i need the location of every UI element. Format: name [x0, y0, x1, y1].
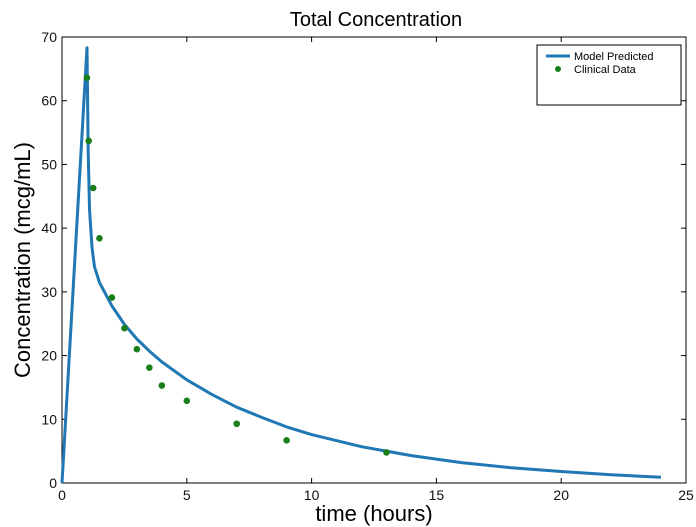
clinical-data-point	[85, 137, 93, 145]
legend: Model Predicted Clinical Data	[536, 44, 682, 106]
clinical-data-point	[108, 294, 116, 301]
x-tick-label: 20	[553, 487, 569, 503]
clinical-data-point	[146, 364, 153, 371]
clinical-data-point	[233, 420, 241, 428]
y-tick-label: 70	[41, 29, 57, 45]
x-tick-label: 0	[58, 487, 66, 503]
x-tick-label: 5	[183, 487, 191, 503]
clinical-data-point	[89, 184, 97, 192]
clinical-data-point	[121, 324, 128, 332]
legend-label-model-predicted: Model Predicted	[574, 51, 654, 63]
x-tick-label: 25	[678, 487, 694, 503]
clinical-data-point	[83, 74, 91, 82]
y-tick-label: 30	[41, 284, 57, 300]
clinical-data-point	[158, 382, 166, 389]
x-tick-label: 10	[304, 487, 320, 503]
clinical-data-point	[383, 449, 390, 456]
axis-ticks: 0 5 10 15 20 25 0 10 20 30 40 50 60 70	[41, 29, 694, 503]
y-tick-label: 40	[41, 220, 57, 236]
y-tick-label: 0	[49, 475, 57, 491]
clinical-data-point	[133, 345, 141, 353]
y-tick-label: 60	[41, 93, 57, 109]
clinical-data-series	[83, 74, 390, 456]
y-axis-title: Concentration (mcg/mL)	[10, 142, 35, 378]
y-tick-label: 50	[41, 156, 57, 172]
x-axis-title: time (hours)	[315, 501, 432, 526]
clinical-data-point	[283, 437, 290, 444]
x-tick-label: 15	[429, 487, 445, 503]
y-tick-label: 10	[41, 411, 57, 427]
legend-marker-swatch	[555, 66, 561, 72]
legend-label-clinical-data: Clinical Data	[574, 64, 637, 76]
model-predicted-line	[60, 46, 662, 484]
model-predicted-series	[60, 46, 662, 484]
clinical-data-point	[96, 235, 103, 242]
plot-frame	[61, 36, 687, 484]
clinical-data-point	[183, 397, 191, 405]
y-tick-label: 20	[41, 348, 57, 364]
chart-title: Total Concentration	[290, 9, 462, 31]
